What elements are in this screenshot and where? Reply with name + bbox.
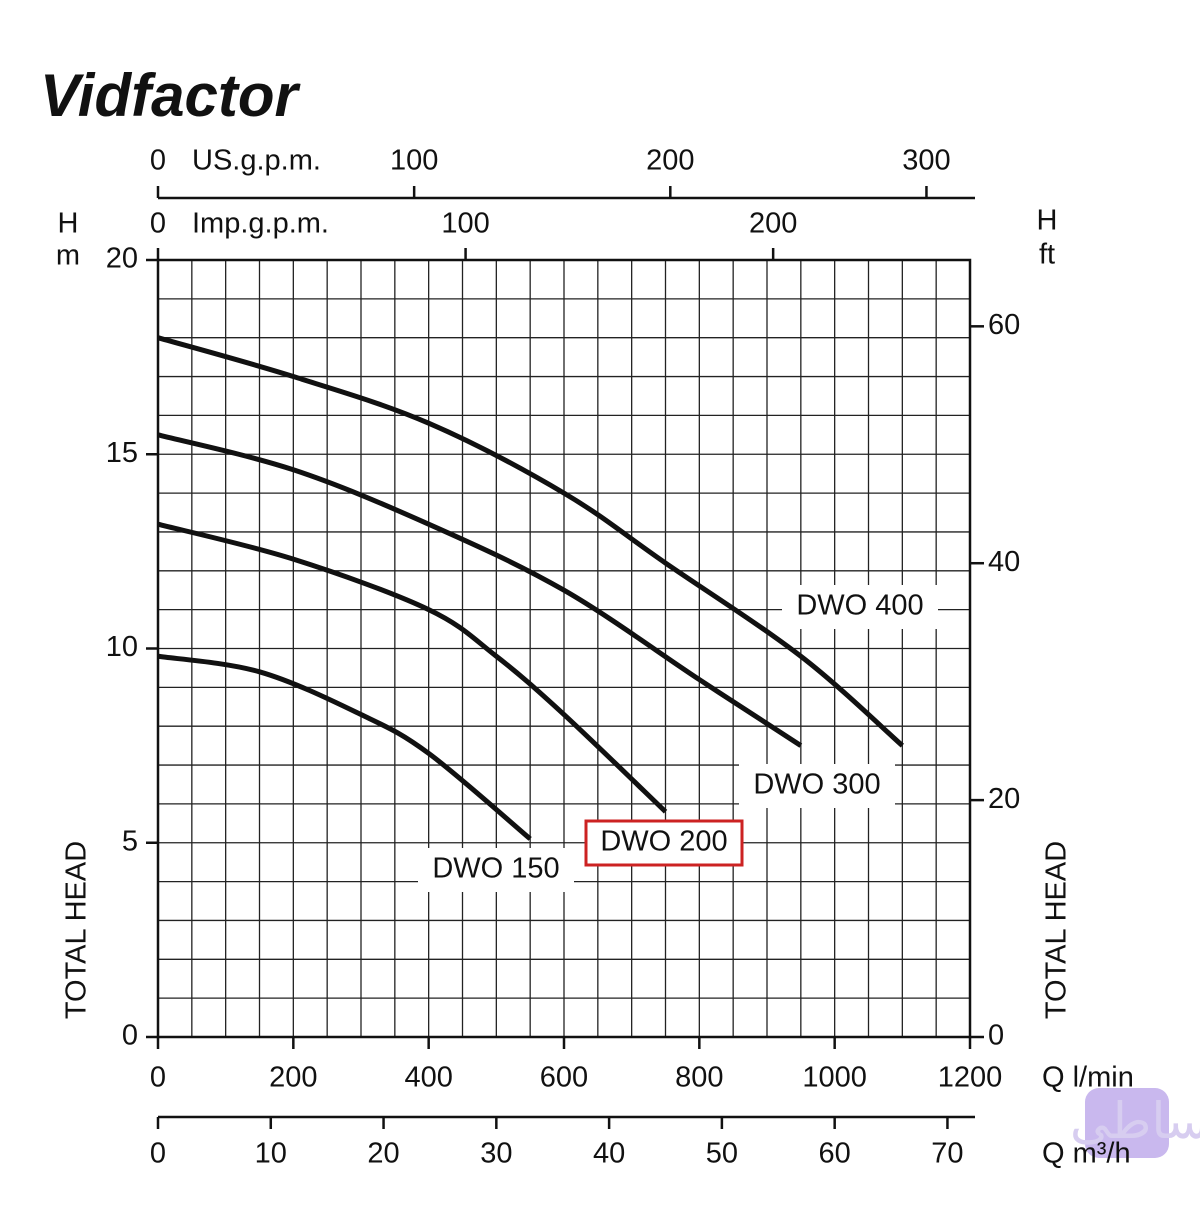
- top-tick-label: 300: [902, 145, 950, 177]
- y-tick-label: 15: [106, 437, 138, 469]
- y2-axis-symbol: H: [1037, 205, 1058, 237]
- curve: [157, 335, 904, 748]
- bottom-axis-label: Q m³/h: [1042, 1138, 1131, 1170]
- bottom-tick-label: 10: [255, 1138, 287, 1170]
- watermark-icon: [1085, 1088, 1169, 1158]
- bottom-tick-label: 30: [480, 1138, 512, 1170]
- x-tick-label: 0: [150, 1062, 166, 1094]
- y-axis-symbol: H: [58, 208, 79, 240]
- curve-label-bg: [418, 848, 574, 892]
- y2-axis-label: TOTAL HEAD: [1041, 841, 1073, 1019]
- bottom-tick-label: 60: [819, 1138, 851, 1170]
- y2-tick-label: 40: [988, 546, 1020, 578]
- top-tick-label: 200: [749, 208, 797, 240]
- top-tick-label: 0: [150, 145, 166, 177]
- curve-label: DWO 400: [796, 590, 923, 622]
- top-tick-label: 100: [441, 208, 489, 240]
- bottom-tick-label: 50: [706, 1138, 738, 1170]
- x-tick-label: 1000: [802, 1062, 867, 1094]
- bottom-tick-label: 40: [593, 1138, 625, 1170]
- y-tick-label: 0: [122, 1020, 138, 1052]
- logo: Vidfactor: [40, 62, 301, 129]
- curve-label-bg: [739, 764, 895, 808]
- top-tick-label: 0: [150, 208, 166, 240]
- top-tick-label: 200: [646, 145, 694, 177]
- x-axis-label: Q l/min: [1042, 1062, 1134, 1094]
- y2-axis-unit: ft: [1039, 239, 1055, 271]
- bottom-tick-label: 0: [150, 1138, 166, 1170]
- y-tick-label: 20: [106, 243, 138, 275]
- x-tick-label: 600: [540, 1062, 588, 1094]
- top-axis-label: US.g.p.m.: [192, 145, 321, 177]
- y2-tick-label: 0: [988, 1020, 1004, 1052]
- curve: [157, 432, 803, 748]
- curve-label: DWO 300: [753, 769, 880, 801]
- curve-label: DWO 150: [432, 853, 559, 885]
- x-tick-label: 400: [404, 1062, 452, 1094]
- x-tick-label: 800: [675, 1062, 723, 1094]
- y-axis-unit: m: [56, 240, 80, 272]
- watermark: باتساطی: [1070, 1093, 1200, 1149]
- top-tick-label: 100: [390, 145, 438, 177]
- bottom-tick-label: 20: [367, 1138, 399, 1170]
- y-tick-label: 10: [106, 631, 138, 663]
- curve-label-bg: [782, 585, 938, 629]
- curve-label-bg: [584, 819, 744, 867]
- top-axis-label: Imp.g.p.m.: [192, 208, 329, 240]
- y2-tick-label: 20: [988, 783, 1020, 815]
- curve-label: DWO 200: [600, 826, 727, 858]
- y2-tick-label: 60: [988, 309, 1020, 341]
- x-tick-label: 200: [269, 1062, 317, 1094]
- x-tick-label: 1200: [938, 1062, 1003, 1094]
- curve: [157, 521, 668, 814]
- bottom-tick-label: 70: [931, 1138, 963, 1170]
- curve: [157, 653, 532, 841]
- y-tick-label: 5: [122, 825, 138, 857]
- y-axis-label: TOTAL HEAD: [61, 841, 93, 1019]
